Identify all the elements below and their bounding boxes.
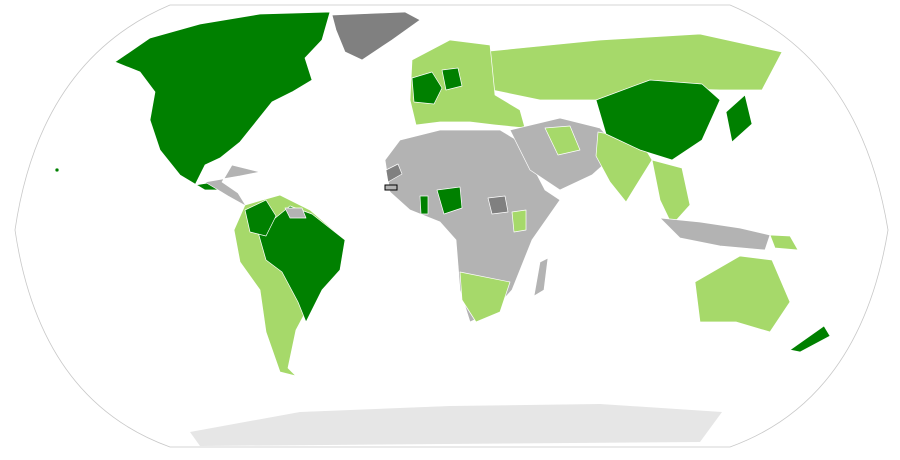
region-china (595, 79, 721, 161)
region-guianas (284, 207, 307, 219)
region-south-sudan (487, 195, 509, 215)
region-iran (544, 125, 581, 156)
region-western-sahara (385, 163, 403, 183)
region-indonesia (659, 217, 771, 251)
region-japan (725, 94, 753, 143)
region-greenland (331, 11, 421, 61)
region-antarctica (190, 404, 722, 446)
region-nigeria (436, 186, 463, 215)
region-france (411, 71, 443, 105)
region-southeast-asia (651, 159, 691, 226)
region-north-america (114, 11, 331, 191)
region-kenya (511, 209, 527, 233)
region-europe (409, 39, 526, 129)
region-russia (479, 33, 783, 101)
region-madagascar (533, 257, 549, 297)
region-brazil (257, 205, 346, 323)
region-colombia (244, 199, 277, 237)
region-ghana (419, 195, 429, 215)
map-outline (14, 4, 889, 448)
region-australia (694, 255, 791, 333)
region-hawaii (54, 167, 60, 173)
region-southern-africa (459, 271, 511, 323)
region-central-america-caribbean (204, 164, 261, 207)
region-new-zealand (789, 325, 831, 353)
region-germany (441, 67, 463, 91)
region-papua-new-guinea (769, 234, 799, 251)
region-gambia-marker (384, 184, 398, 191)
